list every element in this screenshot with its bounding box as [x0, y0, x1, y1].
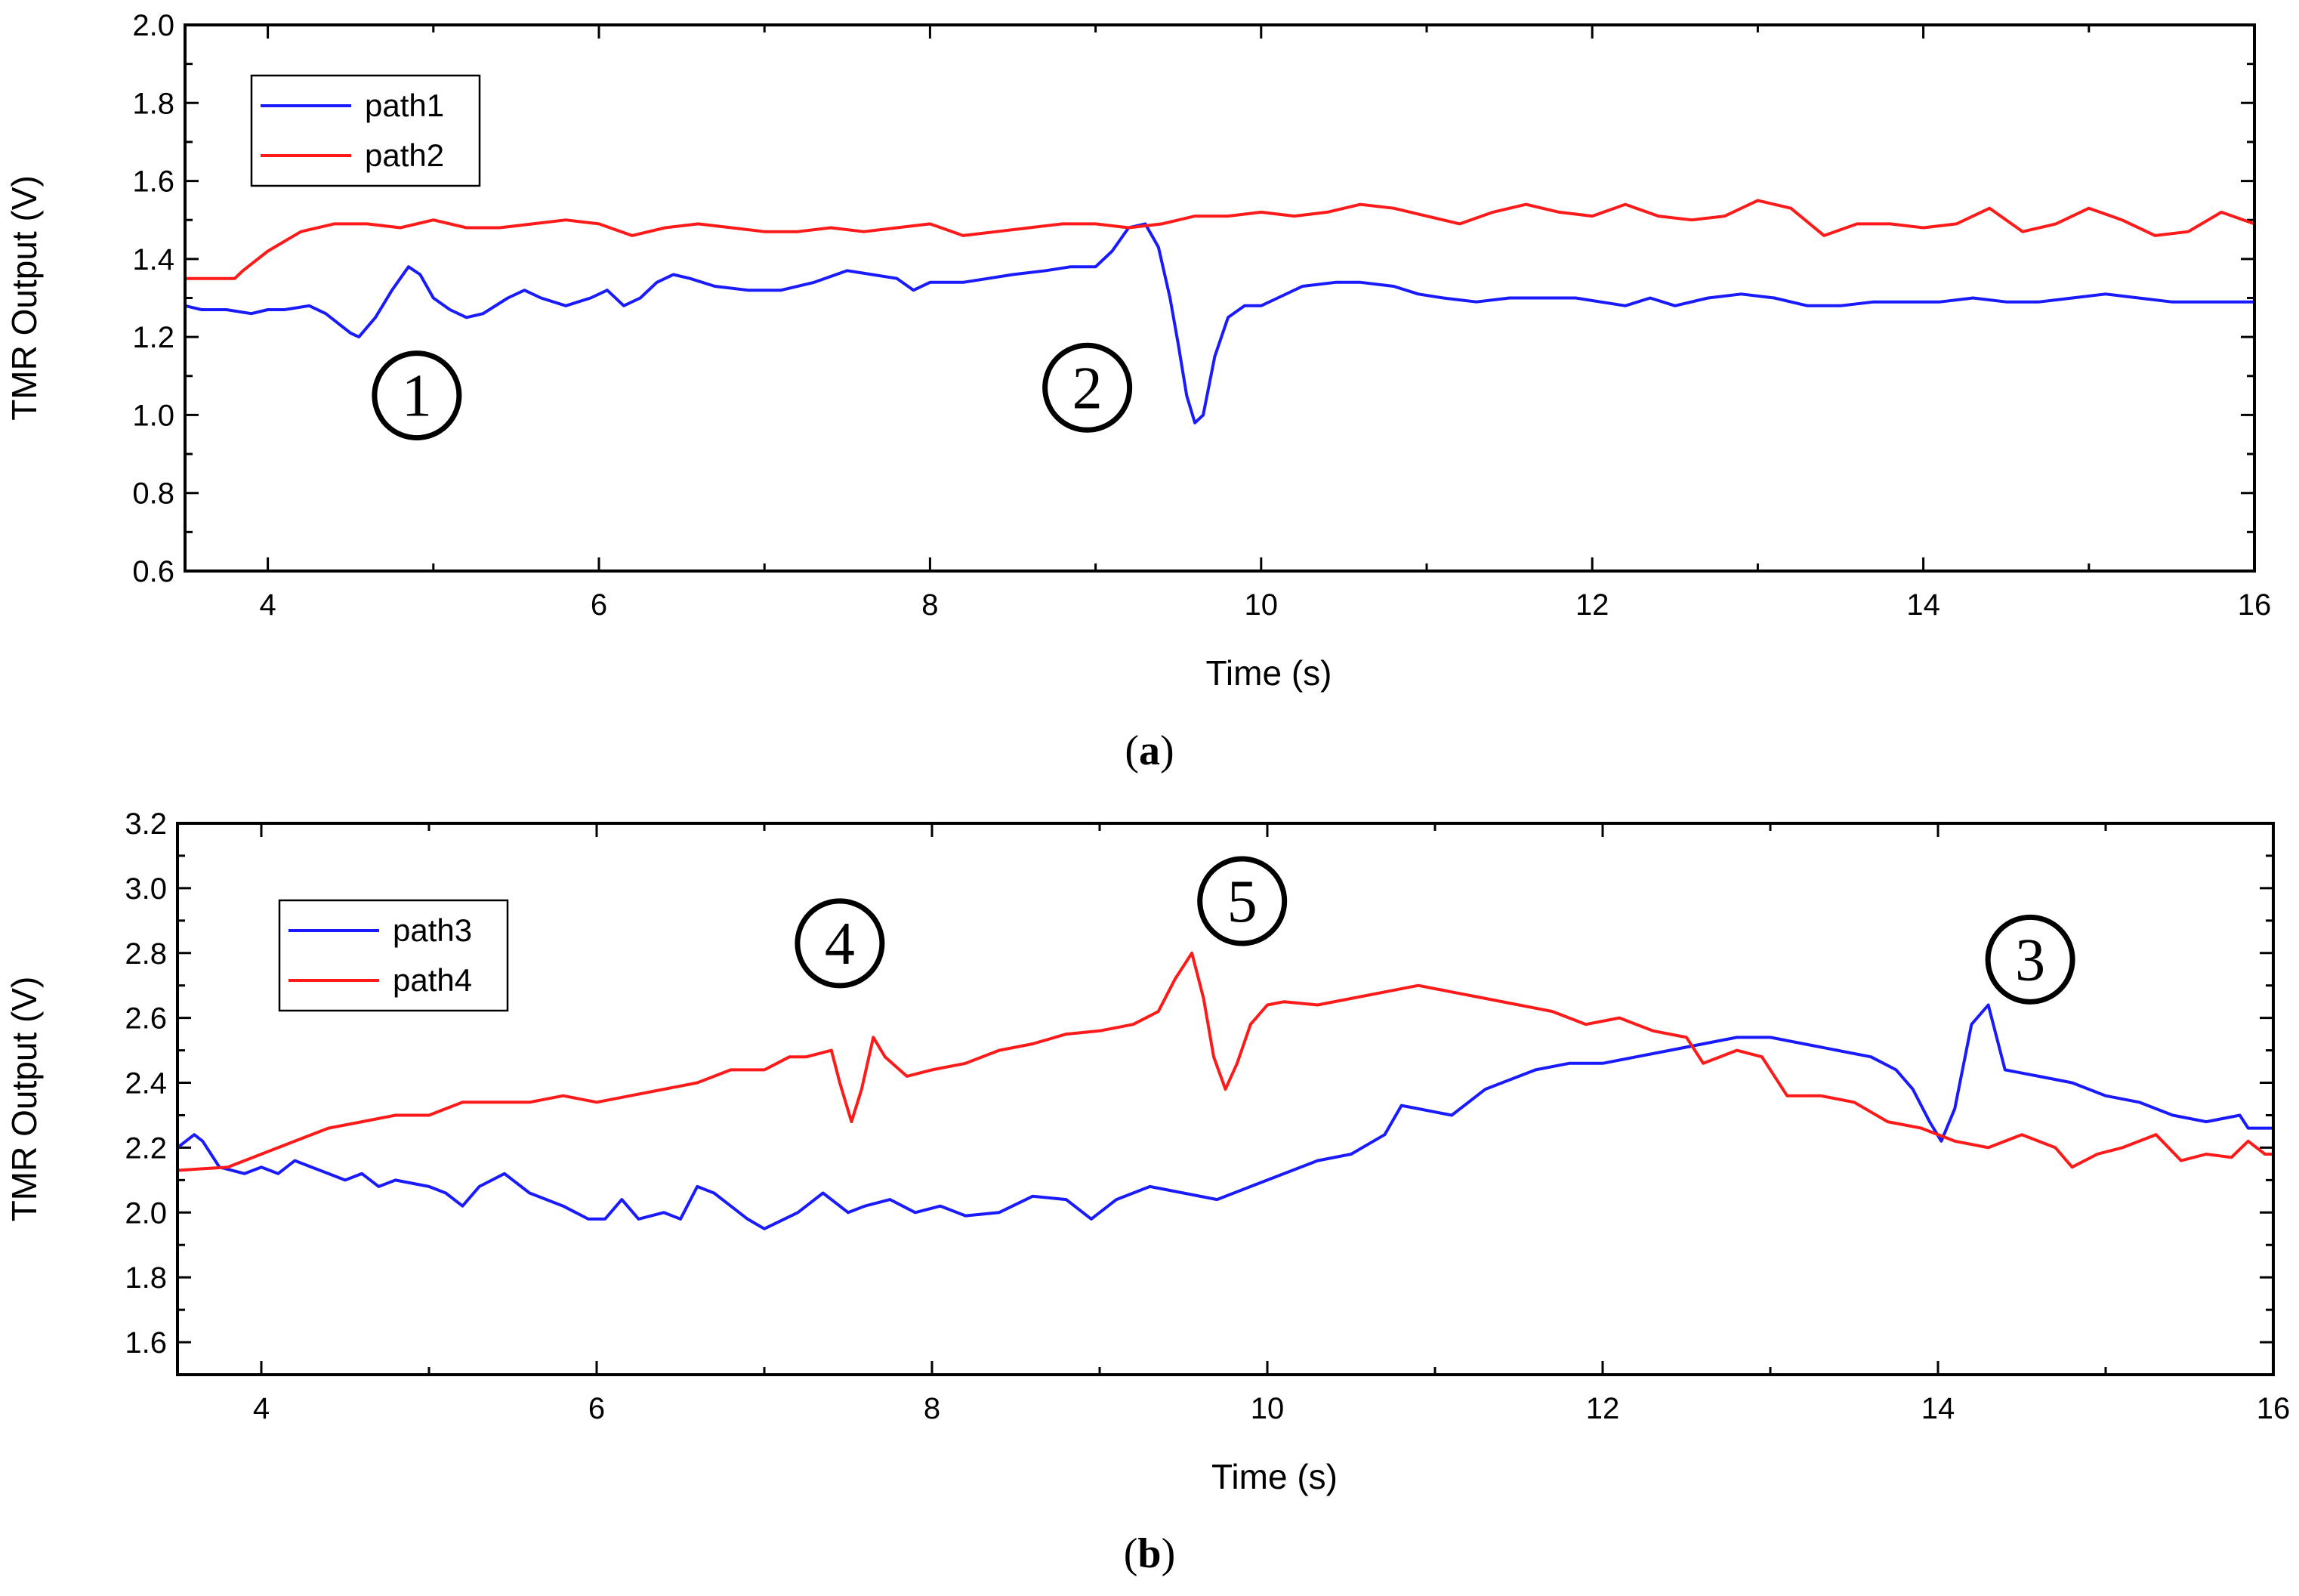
y-tick-label: 1.0: [132, 399, 174, 432]
series-line-path2: [184, 199, 2256, 280]
legend-label-path3: path3: [393, 912, 472, 948]
legend-box-b: [278, 899, 509, 1012]
y-tick-label: 2.6: [125, 1002, 167, 1036]
y-tick-label: 3.0: [125, 872, 167, 906]
x-ticks-a: 4 6 8 10 12 14 16: [259, 25, 2271, 622]
x-tick-label: 4: [259, 588, 276, 622]
y-axis-label-b: TMR Output (V): [5, 977, 44, 1222]
y-tick-label: 2.2: [125, 1131, 167, 1165]
y-tick-label: 1.6: [125, 1326, 167, 1360]
panel-caption-letter-b: b: [1137, 1530, 1161, 1577]
series-line-path1: [184, 222, 2256, 424]
annotation-circle: [1985, 914, 2075, 1005]
annotation-label: 3: [2015, 927, 2045, 993]
annotations-b: 4 5 3: [795, 856, 2075, 1005]
annotation-label: 4: [825, 911, 855, 977]
x-tick-label: 10: [1251, 1392, 1285, 1425]
x-tick-label: 6: [591, 588, 607, 622]
y-tick-label: 1.8: [125, 1261, 167, 1295]
x-tick-label: 10: [1245, 588, 1279, 622]
annotation-circle: [1042, 342, 1133, 433]
x-tick-label: 8: [924, 1392, 940, 1425]
legend-label-path2: path2: [365, 137, 444, 173]
x-axis-label-b: Time (s): [1211, 1457, 1338, 1496]
plot-frame-b: [176, 822, 2275, 1376]
x-tick-label: 12: [1586, 1392, 1620, 1425]
annotation-label: 2: [1072, 355, 1103, 421]
legend-box-a: [250, 74, 481, 187]
annotation-circle: [372, 350, 462, 441]
panel-caption-a: (a): [1125, 727, 1174, 774]
y-tick-label: 2.0: [132, 9, 174, 42]
x-tick-label: 16: [2257, 1392, 2291, 1425]
legend-b: path3 path4: [278, 899, 509, 1012]
x-ticks-b: 4 6 8 10 12 14 16: [253, 823, 2290, 1425]
panel-caption-b: (b): [1124, 1530, 1175, 1577]
legend-label-path4: path4: [393, 962, 472, 998]
y-ticks-a: 0.6 0.8 1.0 1.2 1.4 1.6 1.8 2.0: [132, 9, 2254, 588]
legend-label-path1: path1: [365, 88, 444, 123]
x-tick-label: 14: [1921, 1392, 1955, 1425]
y-tick-label: 1.6: [132, 165, 174, 199]
series-group-b: [176, 951, 2275, 1230]
y-tick-label: 2.0: [125, 1196, 167, 1230]
chart-panel-b: 1.61.82.02.22.42.62.83.03.2 4 6 8 10 12 14 16 …: [5, 807, 2290, 1577]
x-tick-label: 8: [921, 588, 938, 622]
x-tick-label: 16: [2238, 588, 2272, 622]
y-tick-label: 0.6: [132, 555, 174, 588]
series-group-a: [184, 199, 2256, 424]
panel-caption-letter-a: a: [1139, 727, 1160, 774]
y-tick-label: 0.8: [132, 477, 174, 511]
series-line-path3: [176, 1003, 2275, 1230]
y-tick-label: 2.4: [125, 1067, 167, 1101]
series-line-path4: [176, 951, 2275, 1172]
y-tick-label: 2.8: [125, 937, 167, 971]
plot-frame-a: [184, 23, 2256, 573]
x-tick-label: 6: [588, 1392, 605, 1425]
x-tick-label: 14: [1906, 588, 1940, 622]
y-axis-label-a: TMR Output (V): [5, 175, 44, 421]
chart-panel-a: 0.60.81.01.21.41.61.82.0 4 6 8 10 12 14 16 TMR…: [5, 9, 2271, 774]
legend-a: path1 path2: [250, 74, 481, 187]
y-tick-label: 1.8: [132, 87, 174, 120]
annotation-label: 1: [402, 363, 432, 430]
annotation-label: 5: [1227, 869, 1258, 935]
annotation-circle: [795, 898, 885, 989]
y-tick-label: 1.4: [132, 243, 174, 276]
annotation-circle: [1197, 856, 1288, 946]
x-axis-label-a: Time (s): [1206, 653, 1332, 693]
y-tick-label: 1.2: [132, 321, 174, 354]
y-tick-label: 3.2: [125, 807, 167, 841]
x-tick-label: 4: [253, 1392, 270, 1425]
x-tick-label: 12: [1575, 588, 1609, 622]
